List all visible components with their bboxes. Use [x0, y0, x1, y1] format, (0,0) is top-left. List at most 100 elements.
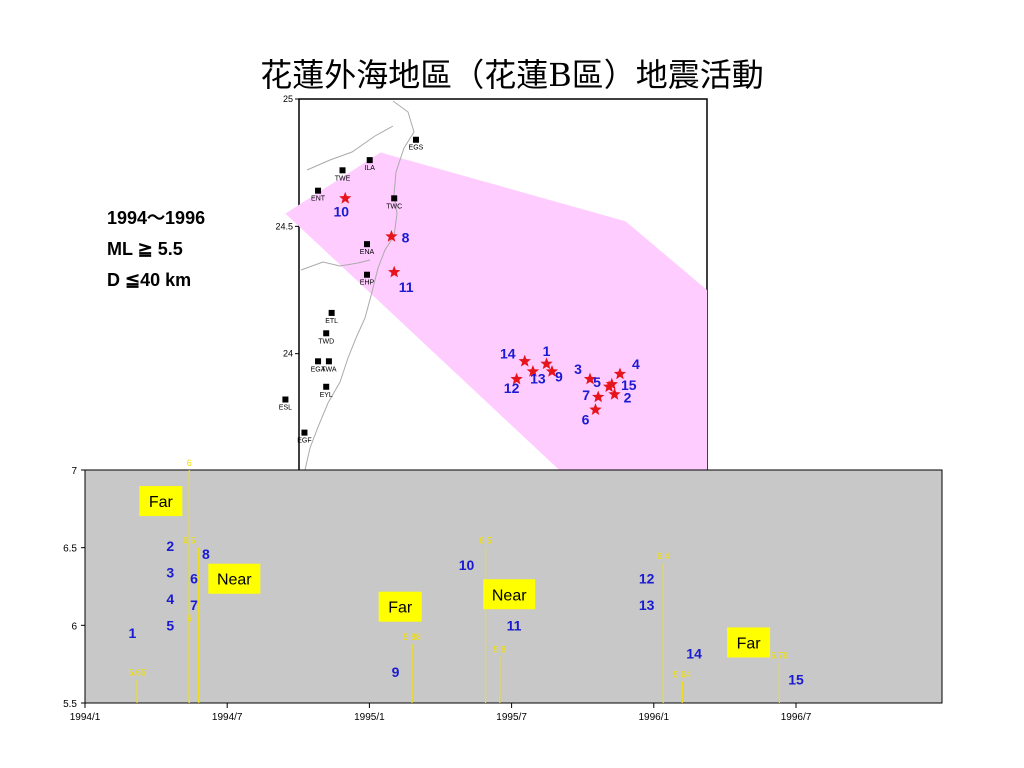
epicenter-label: 1 [543, 343, 551, 359]
station-marker [323, 383, 330, 390]
x-tick-label: 1995/7 [496, 712, 527, 723]
station-marker [315, 358, 322, 365]
station-marker [364, 241, 370, 248]
epicenter-star [545, 365, 559, 377]
station-marker [325, 358, 332, 365]
criteria-depth: D ≦40 km [107, 270, 192, 290]
station-label: TWC [386, 203, 402, 210]
epicenter-label: 14 [500, 345, 516, 361]
y-tick-label: 6.5 [63, 544, 77, 555]
epicenter-star [339, 191, 352, 204]
y-tick-label: 24.5 [275, 221, 293, 231]
epicenter-label: 10 [333, 203, 349, 219]
station-label: EGA [311, 366, 326, 373]
station-label: ESL [279, 405, 292, 412]
epicenter-star [592, 390, 605, 403]
magnitude-label: 5.65 [128, 668, 146, 678]
x-tick-label: 1996/1 [639, 712, 670, 723]
criteria-magnitude: ML ≧ 5.5 [107, 239, 183, 259]
epicenter-label: 6 [582, 412, 590, 428]
criteria-legend: 1994～1996 ML ≧ 5.5 D ≦40 km [107, 203, 205, 296]
distance-tag-box [727, 627, 771, 658]
x-tick-label: 1995/1 [354, 712, 385, 723]
event-number-label: 7 [190, 597, 198, 613]
coastline [301, 100, 415, 481]
epicenter-label: 12 [504, 380, 520, 396]
station-label: EHP [360, 280, 375, 287]
station-label: EGF [297, 438, 311, 445]
epicenter-label: 11 [399, 279, 414, 295]
magnitude-label: 5.88 [403, 632, 421, 642]
event-number-label: 9 [392, 664, 400, 680]
distance-tag-box [378, 591, 422, 622]
x-tick-label: 1994/7 [212, 712, 243, 723]
event-number-label: 14 [686, 645, 702, 661]
epicenter-star [613, 367, 627, 380]
epicenter-label: 3 [574, 361, 582, 377]
station-label: EYL [320, 392, 333, 399]
magnitude-label: 6.4 [657, 551, 670, 561]
distance-tag-box [208, 563, 261, 594]
station-label: ETL [325, 318, 338, 325]
epicenter-label: 7 [582, 387, 590, 403]
epicenter-label: 5 [593, 374, 601, 390]
event-number-label: 8 [202, 546, 210, 562]
y-tick-label: 5.5 [63, 699, 77, 710]
event-number-label: 13 [639, 597, 655, 613]
event-number-label: 2 [166, 538, 174, 554]
magnitude-label: 5.64 [673, 669, 691, 679]
station-marker [301, 429, 308, 436]
epicenter-label: 15 [621, 377, 637, 393]
distance-tag-label: Far [737, 635, 762, 652]
event-number-label: 11 [507, 617, 522, 633]
epicenter-label: 9 [555, 368, 563, 384]
epicenter-label: 8 [402, 230, 410, 246]
event-number-label: 5 [166, 617, 174, 633]
station-marker [328, 309, 335, 316]
epicenter-star [388, 265, 401, 278]
distance-tag-label: Far [388, 600, 413, 617]
criteria-period: 1994～1996 [107, 208, 206, 228]
distance-tag-label: Near [492, 587, 527, 604]
y-tick-label: 25 [283, 94, 293, 104]
station-marker [412, 136, 419, 143]
event-number-label: 3 [166, 565, 174, 581]
station-label: ENA [360, 249, 375, 256]
epicenter-star [540, 357, 553, 370]
station-marker [339, 167, 346, 174]
epicenter-label: 4 [632, 356, 640, 372]
magnitude-label: 6.5 [479, 536, 492, 546]
epicenter-label: 13 [530, 370, 546, 386]
station-label: TWA [321, 366, 337, 373]
epicenter-star [589, 403, 602, 415]
x-tick-label: 1996/7 [781, 712, 812, 723]
station-label: TWE [335, 175, 351, 182]
slide-title: 花蓮外海地區（花蓮B區）地震活動 [260, 56, 764, 94]
magnitude-label: 6 [187, 458, 192, 468]
distance-tag-label: Far [149, 494, 174, 511]
x-tick-label: 1994/1 [70, 712, 101, 723]
event-number-label: 10 [459, 557, 475, 573]
epicenter-star [518, 354, 531, 367]
station-marker [282, 396, 289, 403]
county-border [300, 259, 371, 271]
event-number-label: 6 [190, 571, 198, 587]
event-number-label: 4 [166, 591, 174, 607]
epicenter-star [583, 372, 597, 385]
epicenter-star [526, 365, 540, 377]
distance-tag-box [483, 579, 536, 610]
station-marker [315, 187, 322, 194]
event-number-label: 1 [129, 625, 137, 641]
station-marker [366, 157, 373, 164]
station-label: ENT [311, 196, 326, 203]
station-marker [364, 271, 370, 278]
station-label: TWD [318, 338, 334, 345]
distance-tag-label: Near [217, 572, 252, 589]
event-number-label: 15 [788, 672, 804, 688]
county-border [306, 125, 394, 171]
epicenter-label: 2 [624, 389, 632, 405]
y-tick-label: 6 [71, 621, 77, 632]
magnitude-label: 5.8 [493, 644, 506, 654]
